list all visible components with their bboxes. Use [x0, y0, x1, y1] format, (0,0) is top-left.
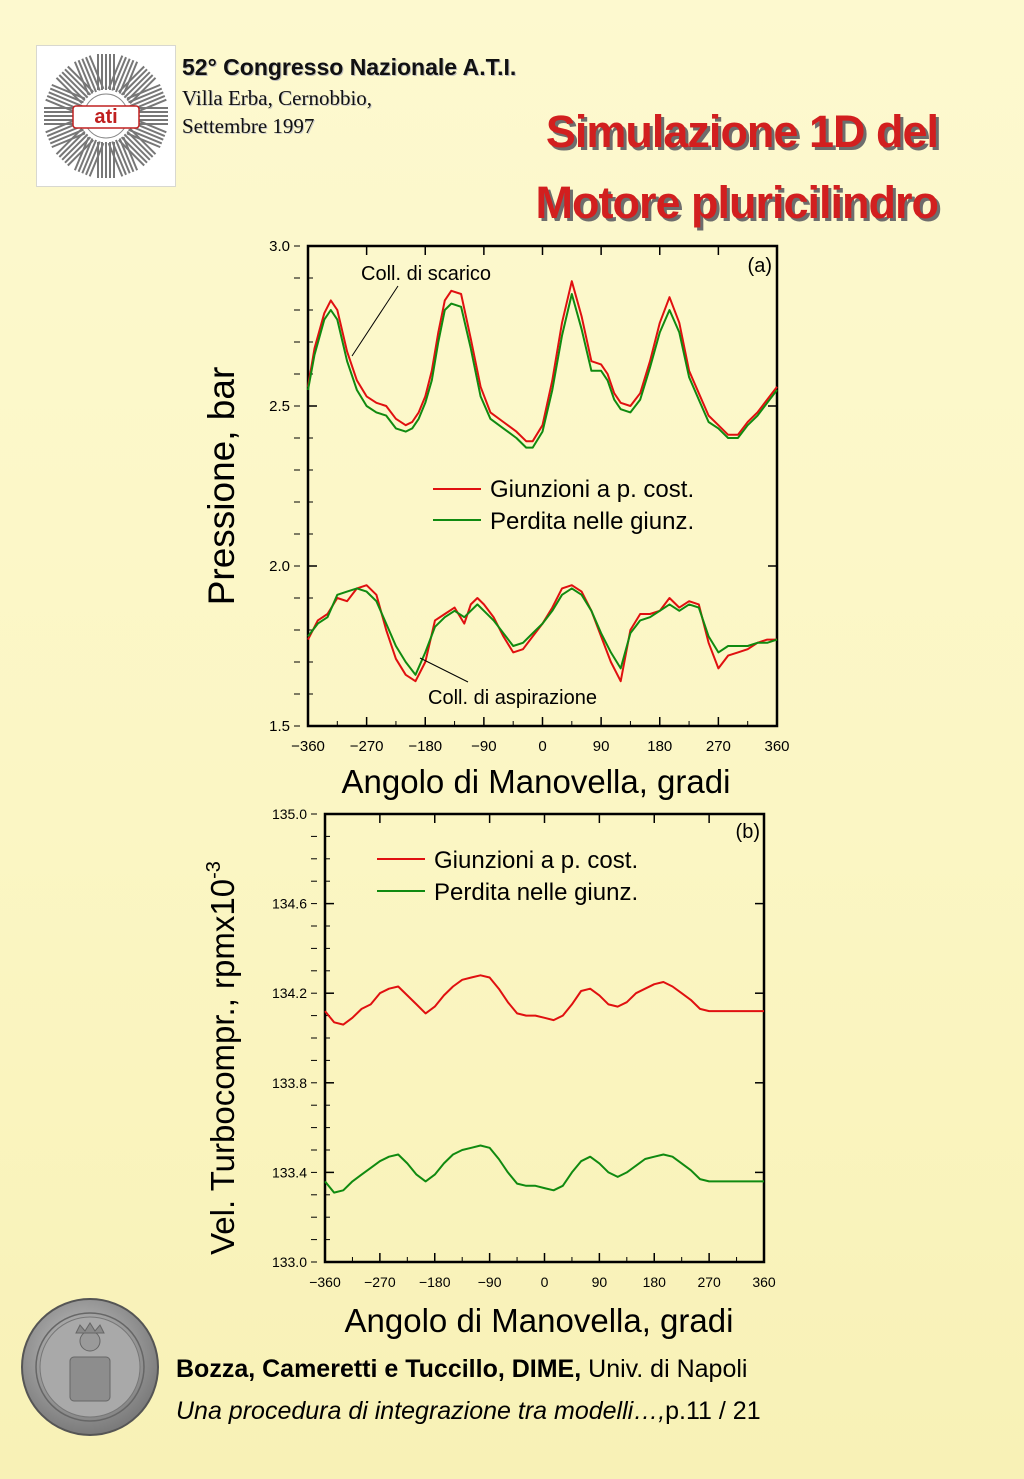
- conference-date: Settembre 1997: [182, 114, 315, 138]
- annotation-intake-leader: [419, 657, 469, 683]
- series-line-red-2: [307, 584, 777, 683]
- series-line-red-0: [307, 280, 778, 443]
- x-tick-label: −360: [291, 738, 325, 755]
- x-tick-label: −90: [471, 738, 496, 755]
- x-tick-label: 0: [538, 738, 546, 755]
- x-tick-label: 180: [643, 1274, 667, 1290]
- x-tick-label: −180: [419, 1274, 451, 1290]
- x-tick-label: 360: [764, 738, 789, 755]
- x-tick-label: 270: [706, 738, 731, 755]
- y-tick-label: 135.0: [272, 806, 307, 822]
- chart-b-series: [324, 974, 764, 1194]
- footer-paper-line: Una procedura di integrazione tra modell…: [176, 1397, 761, 1426]
- x-tick-label: −270: [350, 738, 384, 755]
- x-tick-label: −90: [478, 1274, 502, 1290]
- y-tick-label: 2.0: [269, 558, 290, 575]
- footer-authors-line: Bozza, Cameretti e Tuccillo, DIME, Univ.…: [176, 1355, 747, 1384]
- annotation-exhaust: Coll. di scarico: [361, 263, 491, 285]
- x-tick-label: 180: [647, 738, 672, 755]
- series-line-red-0: [324, 974, 764, 1026]
- series-line-green-1: [307, 293, 778, 449]
- ati-logo: ati: [36, 45, 176, 187]
- x-tick-label: 90: [592, 1274, 608, 1290]
- slide-title-line1: Simulazione 1D del: [545, 106, 939, 157]
- x-tick-label: −360: [309, 1274, 341, 1290]
- y-tick-label: 133.0: [272, 1254, 307, 1270]
- chart-a-xlabel: Angolo di Manovella, gradi: [342, 763, 731, 800]
- chart-b-ylabel-group: Vel. Turbocompr., rpmx10-3: [203, 861, 241, 1255]
- y-tick-label: 134.6: [272, 896, 307, 912]
- annotation-intake: Coll. di aspirazione: [428, 687, 597, 709]
- chart-a-legend-red: Giunzioni a p. cost.: [490, 476, 694, 503]
- chart-b-panel-label: (b): [736, 821, 760, 843]
- footer-university: Univ. di Napoli: [581, 1355, 748, 1383]
- y-tick-label: 133.4: [272, 1164, 307, 1180]
- ati-logo-emblem: ati: [44, 54, 168, 178]
- chart-b: −360 −270 −180 −90 0 90 180 270 360 133.0 133.4 133…: [203, 806, 776, 1339]
- y-tick-label: 133.8: [272, 1075, 307, 1091]
- chart-b-legend-red: Giunzioni a p. cost.: [434, 847, 638, 874]
- footer-page-number: p.11 / 21: [665, 1397, 761, 1425]
- chart-a-series: [307, 280, 778, 683]
- y-tick-label: 3.0: [269, 238, 290, 255]
- x-tick-label: 90: [593, 738, 610, 755]
- chart-b-ylabel: Vel. Turbocompr., rpmx10-3: [203, 861, 241, 1255]
- x-tick-label: −270: [364, 1274, 396, 1290]
- chart-a-panel-label: (a): [748, 255, 772, 277]
- chart-b-xlabel: Angolo di Manovella, gradi: [345, 1302, 734, 1339]
- x-tick-label: 0: [541, 1274, 549, 1290]
- slide-title-line2: Motore pluricilindro: [535, 177, 939, 228]
- y-tick-label: 134.2: [272, 985, 307, 1001]
- university-seal: [21, 1298, 159, 1436]
- chart-a: −360 −270 −180 −90 0 90 180 270 3601.52.02.53.0 …: [201, 238, 790, 800]
- annotation-exhaust-leader: [351, 285, 399, 357]
- series-line-green-1: [324, 1144, 764, 1194]
- series-line-green-3: [307, 587, 778, 676]
- footer-paper-title: Una procedura di integrazione tra modell…: [176, 1397, 666, 1425]
- y-tick-label: 2.5: [269, 398, 290, 415]
- y-tick-label: 1.5: [269, 718, 290, 735]
- conference-location: Villa Erba, Cernobbio,: [182, 86, 373, 110]
- x-tick-label: 270: [697, 1274, 721, 1290]
- chart-b-ticks: −360 −270 −180 −90 0 90 180 270 360 133.0 133.4 133…: [272, 806, 776, 1290]
- chart-a-legend-green: Perdita nelle giunz.: [490, 508, 694, 535]
- chart-a-ylabel: Pressione, bar: [201, 367, 242, 606]
- logo-text: ati: [94, 106, 117, 128]
- footer-authors: Bozza, Cameretti e Tuccillo, DIME,: [176, 1355, 582, 1383]
- x-tick-label: 360: [752, 1274, 776, 1290]
- chart-b-legend-green: Perdita nelle giunz.: [434, 879, 638, 906]
- x-tick-label: −180: [408, 738, 442, 755]
- conference-title: 52° Congresso Nazionale A.T.I.: [182, 54, 517, 80]
